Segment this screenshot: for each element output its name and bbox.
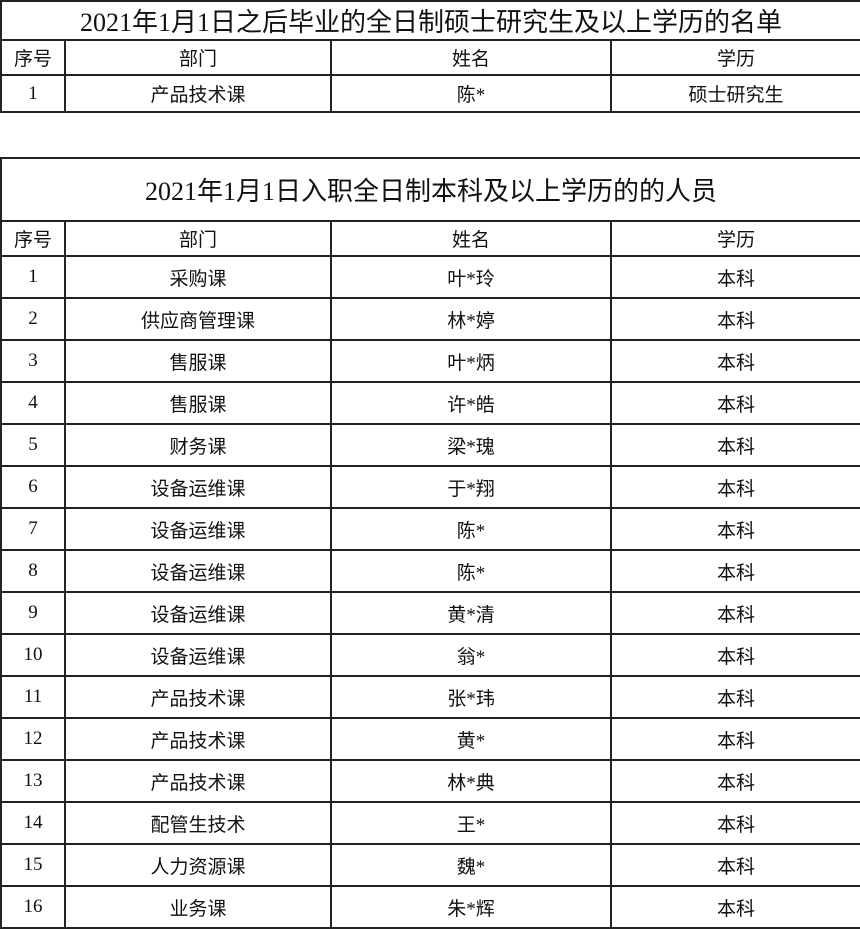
cell-name: 陈* bbox=[330, 74, 612, 113]
cell-education: 本科 bbox=[609, 423, 860, 467]
table-row: 2 供应商管理课 林*婷 本科 bbox=[0, 297, 860, 341]
header-department: 部门 bbox=[64, 39, 332, 76]
cell-index: 1 bbox=[0, 74, 66, 113]
cell-department: 设备运维课 bbox=[64, 507, 332, 551]
cell-index: 6 bbox=[0, 465, 66, 509]
cell-name: 叶*炳 bbox=[330, 339, 612, 383]
cell-index: 8 bbox=[0, 549, 66, 593]
masters-graduates-table: 2021年1月1日之后毕业的全日制硕士研究生及以上学历的名单 序号 部门 姓名 … bbox=[0, 0, 860, 113]
header-row: 序号 部门 姓名 学历 bbox=[0, 39, 860, 76]
cell-education: 本科 bbox=[609, 801, 860, 845]
table-row: 8 设备运维课 陈* 本科 bbox=[0, 549, 860, 593]
header-name: 姓名 bbox=[330, 39, 612, 76]
cell-index: 4 bbox=[0, 381, 66, 425]
cell-index: 14 bbox=[0, 801, 66, 845]
cell-name: 黄* bbox=[330, 717, 612, 761]
cell-name: 陈* bbox=[330, 549, 612, 593]
cell-name: 张*玮 bbox=[330, 675, 612, 719]
header-education: 学历 bbox=[609, 39, 860, 76]
table-row: 4 售服课 许*皓 本科 bbox=[0, 381, 860, 425]
cell-education: 本科 bbox=[609, 465, 860, 509]
cell-department: 采购课 bbox=[64, 255, 332, 299]
cell-name: 魏* bbox=[330, 843, 612, 887]
cell-index: 13 bbox=[0, 759, 66, 803]
header-row: 序号 部门 姓名 学历 bbox=[0, 220, 860, 257]
cell-education: 本科 bbox=[609, 675, 860, 719]
cell-index: 15 bbox=[0, 843, 66, 887]
cell-education: 本科 bbox=[609, 591, 860, 635]
table-row: 10 设备运维课 翁* 本科 bbox=[0, 633, 860, 677]
header-department: 部门 bbox=[64, 220, 332, 257]
cell-department: 设备运维课 bbox=[64, 465, 332, 509]
cell-name: 朱*辉 bbox=[330, 885, 612, 929]
cell-education: 本科 bbox=[609, 633, 860, 677]
cell-name: 梁*瑰 bbox=[330, 423, 612, 467]
table-row: 11 产品技术课 张*玮 本科 bbox=[0, 675, 860, 719]
table-row: 9 设备运维课 黄*清 本科 bbox=[0, 591, 860, 635]
table-row: 12 产品技术课 黄* 本科 bbox=[0, 717, 860, 761]
header-name: 姓名 bbox=[330, 220, 612, 257]
cell-education: 本科 bbox=[609, 549, 860, 593]
cell-index: 16 bbox=[0, 885, 66, 929]
cell-department: 产品技术课 bbox=[64, 717, 332, 761]
table-row: 1 采购课 叶*玲 本科 bbox=[0, 255, 860, 299]
cell-index: 2 bbox=[0, 297, 66, 341]
cell-department: 设备运维课 bbox=[64, 549, 332, 593]
cell-department: 配管生技术 bbox=[64, 801, 332, 845]
cell-index: 1 bbox=[0, 255, 66, 299]
cell-index: 11 bbox=[0, 675, 66, 719]
cell-education: 本科 bbox=[609, 381, 860, 425]
cell-education: 本科 bbox=[609, 507, 860, 551]
cell-department: 产品技术课 bbox=[64, 74, 332, 113]
cell-department: 售服课 bbox=[64, 339, 332, 383]
cell-education: 本科 bbox=[609, 255, 860, 299]
table-title: 2021年1月1日之后毕业的全日制硕士研究生及以上学历的名单 bbox=[0, 0, 860, 41]
cell-index: 9 bbox=[0, 591, 66, 635]
cell-department: 供应商管理课 bbox=[64, 297, 332, 341]
cell-department: 人力资源课 bbox=[64, 843, 332, 887]
table-row: 5 财务课 梁*瑰 本科 bbox=[0, 423, 860, 467]
cell-name: 王* bbox=[330, 801, 612, 845]
cell-department: 产品技术课 bbox=[64, 675, 332, 719]
table-row: 6 设备运维课 于*翔 本科 bbox=[0, 465, 860, 509]
header-index: 序号 bbox=[0, 220, 66, 257]
cell-education: 本科 bbox=[609, 843, 860, 887]
cell-index: 5 bbox=[0, 423, 66, 467]
table-row: 14 配管生技术 王* 本科 bbox=[0, 801, 860, 845]
header-education: 学历 bbox=[609, 220, 860, 257]
cell-name: 林*婷 bbox=[330, 297, 612, 341]
cell-department: 售服课 bbox=[64, 381, 332, 425]
cell-name: 林*典 bbox=[330, 759, 612, 803]
cell-name: 许*皓 bbox=[330, 381, 612, 425]
cell-name: 陈* bbox=[330, 507, 612, 551]
cell-department: 产品技术课 bbox=[64, 759, 332, 803]
cell-education: 本科 bbox=[609, 297, 860, 341]
cell-index: 7 bbox=[0, 507, 66, 551]
cell-name: 叶*玲 bbox=[330, 255, 612, 299]
table-row: 16 业务课 朱*辉 本科 bbox=[0, 885, 860, 929]
table-row: 15 人力资源课 魏* 本科 bbox=[0, 843, 860, 887]
cell-index: 10 bbox=[0, 633, 66, 677]
cell-education: 本科 bbox=[609, 885, 860, 929]
cell-index: 3 bbox=[0, 339, 66, 383]
cell-department: 设备运维课 bbox=[64, 591, 332, 635]
table-row: 7 设备运维课 陈* 本科 bbox=[0, 507, 860, 551]
cell-index: 12 bbox=[0, 717, 66, 761]
cell-name: 于*翔 bbox=[330, 465, 612, 509]
cell-education: 本科 bbox=[609, 339, 860, 383]
cell-department: 业务课 bbox=[64, 885, 332, 929]
table-row: 1 产品技术课 陈* 硕士研究生 bbox=[0, 74, 860, 113]
cell-department: 设备运维课 bbox=[64, 633, 332, 677]
cell-name: 黄*清 bbox=[330, 591, 612, 635]
cell-education: 本科 bbox=[609, 717, 860, 761]
table-title: 2021年1月1日入职全日制本科及以上学历的的人员 bbox=[0, 157, 860, 222]
cell-department: 财务课 bbox=[64, 423, 332, 467]
cell-education: 硕士研究生 bbox=[609, 74, 860, 113]
table-row: 3 售服课 叶*炳 本科 bbox=[0, 339, 860, 383]
cell-name: 翁* bbox=[330, 633, 612, 677]
cell-education: 本科 bbox=[609, 759, 860, 803]
table-row: 13 产品技术课 林*典 本科 bbox=[0, 759, 860, 803]
header-index: 序号 bbox=[0, 39, 66, 76]
